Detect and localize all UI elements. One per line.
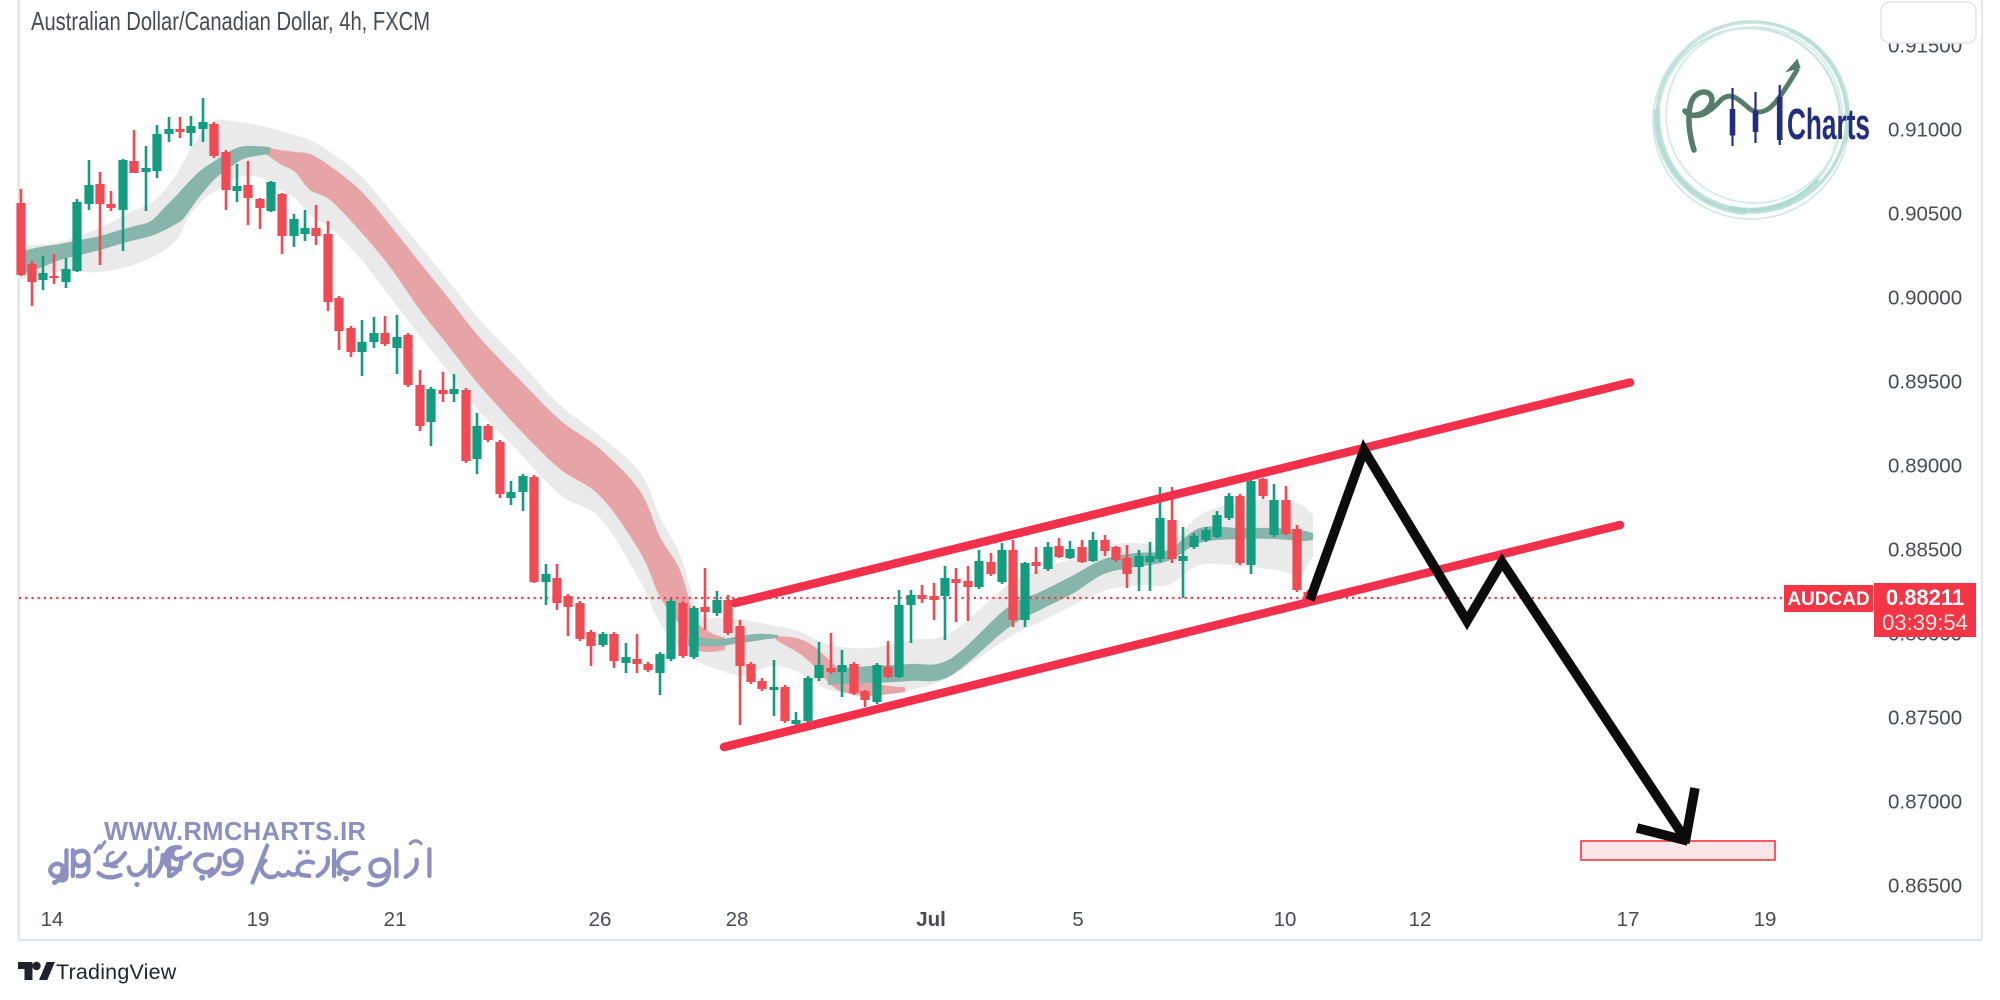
- svg-text:TradingView: TradingView: [56, 960, 177, 984]
- svg-text:0.87500: 0.87500: [1888, 707, 1962, 730]
- svg-text:0.88500: 0.88500: [1888, 539, 1962, 562]
- svg-text:21: 21: [384, 908, 407, 931]
- svg-text:19: 19: [247, 908, 270, 931]
- svg-text:0.90000: 0.90000: [1888, 287, 1962, 310]
- svg-text:5: 5: [1072, 908, 1083, 931]
- svg-text:19: 19: [1754, 908, 1777, 931]
- svg-text:14: 14: [41, 908, 64, 931]
- svg-text:AUDCAD: AUDCAD: [1787, 589, 1869, 610]
- svg-text:03:39:54: 03:39:54: [1882, 610, 1968, 635]
- svg-text:0.90500: 0.90500: [1888, 203, 1962, 226]
- svg-text:Jul: Jul: [916, 908, 946, 931]
- svg-text:0.88211: 0.88211: [1886, 585, 1964, 610]
- svg-text:17: 17: [1617, 908, 1640, 931]
- svg-text:0.86500: 0.86500: [1888, 875, 1962, 898]
- svg-text:0.87000: 0.87000: [1888, 791, 1962, 814]
- svg-text:0.91000: 0.91000: [1888, 119, 1962, 142]
- svg-text:0.89000: 0.89000: [1888, 455, 1962, 478]
- svg-text:12: 12: [1409, 908, 1432, 931]
- svg-text:26: 26: [589, 908, 612, 931]
- svg-text:WWW.RMCHARTS.IR: WWW.RMCHARTS.IR: [104, 818, 366, 846]
- svg-text:Charts: Charts: [1787, 100, 1870, 149]
- svg-text:28: 28: [726, 908, 749, 931]
- svg-text:10: 10: [1274, 908, 1297, 931]
- svg-text:0.89500: 0.89500: [1888, 371, 1962, 394]
- svg-text:Australian Dollar/Canadian Dol: Australian Dollar/Canadian Dollar, 4h, F…: [31, 6, 430, 36]
